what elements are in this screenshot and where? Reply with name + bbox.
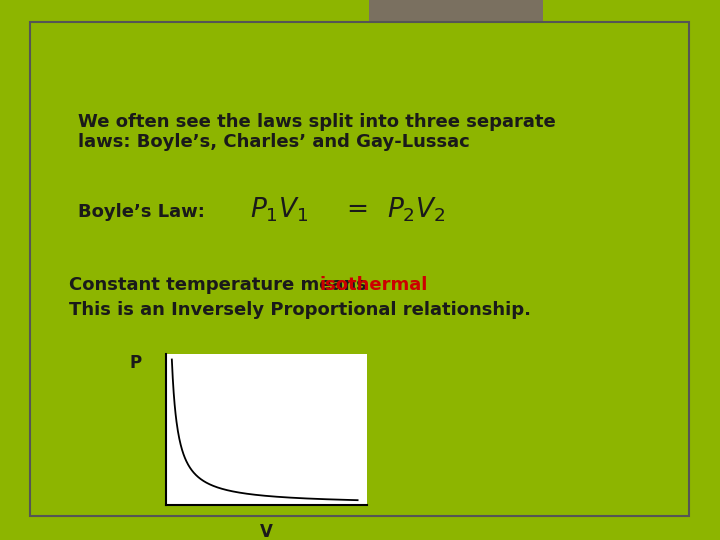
Text: Boyle’s Law: Boyle’s Law	[50, 65, 274, 98]
Text: laws: Boyle’s, Charles’ and Gay-Lussac: laws: Boyle’s, Charles’ and Gay-Lussac	[78, 133, 469, 151]
Text: ♻: ♻	[50, 202, 68, 222]
Text: Constant temperature means: Constant temperature means	[68, 276, 373, 294]
Bar	[369, 0, 543, 22]
Text: This is an Inversely Proportional relationship.: This is an Inversely Proportional relati…	[68, 301, 531, 319]
Text: ♻: ♻	[41, 276, 59, 295]
Text: ♻: ♻	[41, 301, 59, 320]
Text: P: P	[130, 354, 141, 372]
Text: $P_1 V_1$: $P_1 V_1$	[250, 195, 308, 224]
Text: isothermal: isothermal	[320, 276, 428, 294]
Text: V: V	[260, 523, 273, 540]
Text: We often see the laws split into three separate: We often see the laws split into three s…	[78, 113, 556, 131]
Text: ♻: ♻	[50, 113, 68, 132]
Text: $=$: $=$	[341, 195, 368, 220]
Text: $P_2 V_2$: $P_2 V_2$	[387, 195, 446, 224]
Text: Boyle’s Law:: Boyle’s Law:	[78, 202, 204, 221]
